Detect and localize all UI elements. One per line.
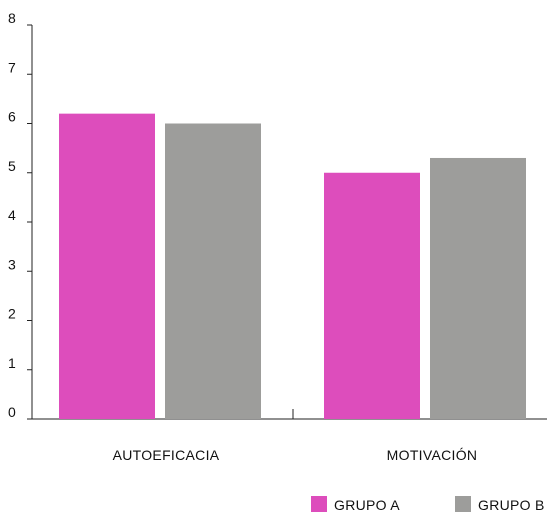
y-tick-label: 6 — [8, 109, 16, 125]
bar — [324, 172, 420, 419]
legend-swatch — [311, 496, 327, 512]
legend: GRUPO A GRUPO B — [311, 496, 545, 512]
x-category-label: AUTOEFICACIA — [113, 447, 220, 463]
legend-swatch — [455, 496, 471, 512]
y-tick-label: 2 — [8, 306, 16, 322]
y-axis-ticks: 0 1 2 3 4 5 6 7 8 — [8, 10, 32, 420]
y-tick-label: 4 — [8, 207, 16, 223]
y-tick-label: 0 — [8, 404, 16, 420]
x-axis-categories: AUTOEFICACIA MOTIVACIÓN — [113, 447, 478, 463]
bar — [165, 123, 261, 419]
bar — [430, 157, 526, 419]
bars — [59, 113, 526, 420]
legend-label: GRUPO A — [334, 497, 400, 512]
y-tick-label: 8 — [8, 10, 16, 26]
x-category-label: MOTIVACIÓN — [387, 447, 478, 463]
y-tick-label: 1 — [8, 355, 16, 371]
y-tick-label: 3 — [8, 256, 16, 272]
legend-label: GRUPO B — [478, 497, 545, 512]
y-tick-label: 7 — [8, 59, 16, 75]
bar — [59, 113, 155, 420]
y-tick-label: 5 — [8, 158, 16, 174]
